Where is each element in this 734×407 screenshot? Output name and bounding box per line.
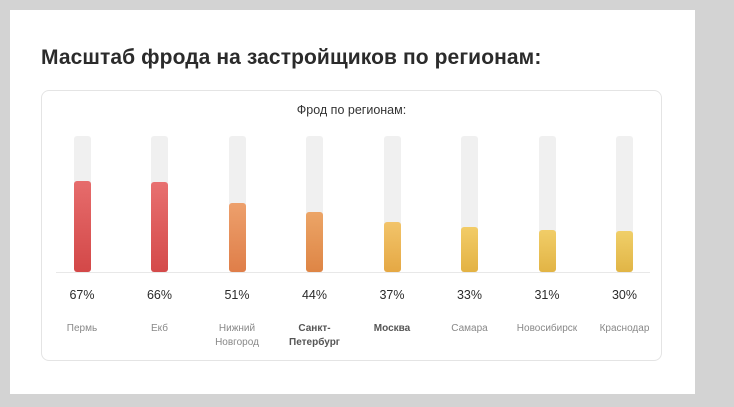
chart-card: Фрод по регионам: 67% Пермь 66% Екб 51% Нижни… xyxy=(41,90,662,361)
bar xyxy=(151,182,168,272)
bar-track xyxy=(383,136,401,272)
category-label: Нижний Новгород xyxy=(215,323,259,348)
bar xyxy=(538,229,556,272)
value-label: 33% xyxy=(456,288,483,302)
chart-title: Фрод по регионам: xyxy=(296,103,407,117)
category-label: Пермь xyxy=(66,323,98,334)
page-title: Масштаб фрода на застройщиков по региона… xyxy=(41,46,542,69)
bar xyxy=(383,221,401,272)
category-label: Санкт- Петербург xyxy=(289,323,340,348)
category-label: Самара xyxy=(451,323,488,334)
bar-track xyxy=(151,136,168,272)
value-label: 37% xyxy=(379,288,405,302)
value-label: 44% xyxy=(301,288,328,302)
bar-track xyxy=(616,136,633,272)
bar-track xyxy=(538,136,556,272)
category-label: Новосибирск xyxy=(516,323,578,334)
category-label: Екб xyxy=(151,323,168,334)
bar-track xyxy=(461,136,478,272)
value-label: 30% xyxy=(611,288,638,302)
bar xyxy=(461,227,478,272)
bar xyxy=(73,180,91,272)
chart-baseline xyxy=(56,272,650,273)
value-label: 51% xyxy=(224,288,250,302)
slide: Масштаб фрода на застройщиков по региона… xyxy=(10,10,695,394)
bar xyxy=(228,202,246,272)
value-label: 31% xyxy=(534,288,560,302)
value-label: 66% xyxy=(146,288,173,302)
category-label: Краснодар xyxy=(599,323,650,334)
bar-track xyxy=(228,136,246,272)
value-label: 67% xyxy=(69,288,95,302)
bar xyxy=(306,212,323,272)
bar-track xyxy=(73,136,91,272)
bar xyxy=(616,231,633,272)
category-label: Москва xyxy=(373,323,411,334)
bar-track xyxy=(306,136,323,272)
